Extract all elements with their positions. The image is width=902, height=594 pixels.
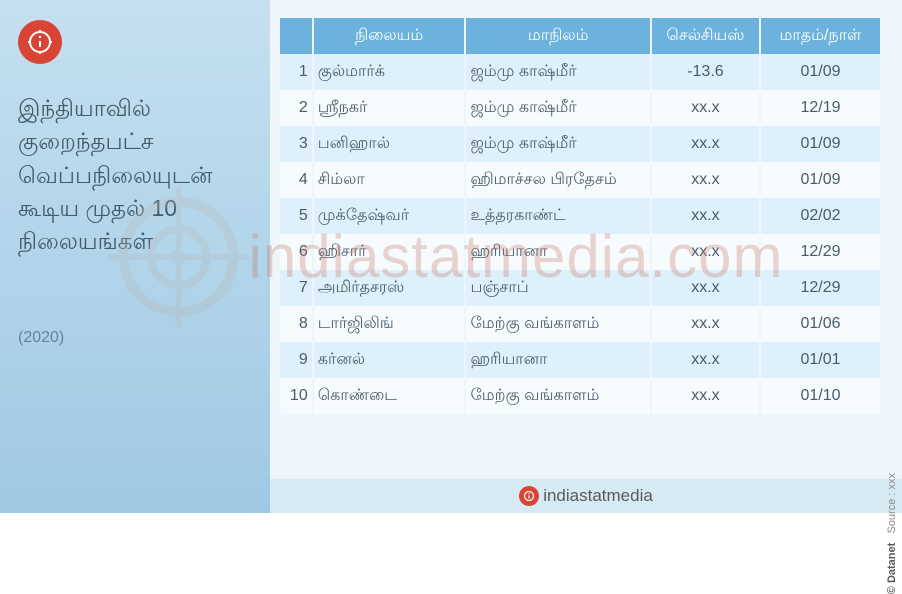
table-row: 2ஸ்ரீநகர்ஜம்மு காஷ்மீர்xx.x12/19 [280, 90, 880, 126]
col-header-date: மாதம்/நாள் [760, 18, 880, 54]
table-row: 9கர்னல்ஹரியானாxx.x01/01 [280, 342, 880, 378]
footer-logo: indiastatmedia [519, 486, 653, 506]
cell-station: சிம்லா [313, 162, 466, 198]
data-table: நிலையம் மாநிலம் செல்சியஸ் மாதம்/நாள் 1கு… [280, 18, 880, 414]
cell-num: 5 [280, 198, 313, 234]
cell-state: ஜம்மு காஷ்மீர் [465, 90, 650, 126]
table-row: 5முக்தேஷ்வர்உத்தரகாண்ட்xx.x02/02 [280, 198, 880, 234]
cell-temp: xx.x [651, 270, 760, 306]
cell-temp: xx.x [651, 234, 760, 270]
footer-info-icon [519, 486, 539, 506]
col-header-state: மாநிலம் [465, 18, 650, 54]
cell-date: 12/29 [760, 234, 880, 270]
table-row: 1குல்மார்க்ஜம்மு காஷ்மீர்-13.601/09 [280, 54, 880, 90]
cell-date: 01/09 [760, 162, 880, 198]
cell-temp: xx.x [651, 198, 760, 234]
cell-num: 8 [280, 306, 313, 342]
left-panel: இந்தியாவில் குறைந்தபட்ச வெப்பநிலையுடன் க… [0, 0, 270, 513]
cell-num: 7 [280, 270, 313, 306]
cell-state: ஹரியானா [465, 234, 650, 270]
cell-temp: xx.x [651, 306, 760, 342]
table-row: 10கொண்டைமேற்கு வங்காளம்xx.x01/10 [280, 378, 880, 414]
footer: indiastatmedia [270, 479, 902, 513]
cell-date: 01/01 [760, 342, 880, 378]
cell-num: 6 [280, 234, 313, 270]
cell-temp: xx.x [651, 126, 760, 162]
cell-date: 12/29 [760, 270, 880, 306]
cell-date: 01/10 [760, 378, 880, 414]
cell-state: உத்தரகாண்ட் [465, 198, 650, 234]
cell-state: மேற்கு வங்காளம் [465, 306, 650, 342]
cell-station: குல்மார்க் [313, 54, 466, 90]
cell-state: ஜம்மு காஷ்மீர் [465, 54, 650, 90]
cell-num: 1 [280, 54, 313, 90]
cell-station: பனிஹால் [313, 126, 466, 162]
table-row: 3பனிஹால்ஜம்மு காஷ்மீர்xx.x01/09 [280, 126, 880, 162]
title: இந்தியாவில் குறைந்தபட்ச வெப்பநிலையுடன் க… [18, 92, 252, 259]
cell-station: டார்ஜிலிங் [313, 306, 466, 342]
cell-temp: xx.x [651, 162, 760, 198]
cell-temp: xx.x [651, 90, 760, 126]
copyright: © Datanet Source : xxx [886, 473, 898, 594]
cell-temp: xx.x [651, 378, 760, 414]
cell-num: 4 [280, 162, 313, 198]
cell-state: ஹிமாச்சல பிரதேசம் [465, 162, 650, 198]
cell-num: 10 [280, 378, 313, 414]
cell-temp: -13.6 [651, 54, 760, 90]
info-icon [18, 20, 62, 64]
footer-brand-text: indiastatmedia [543, 486, 653, 506]
cell-date: 01/06 [760, 306, 880, 342]
cell-temp: xx.x [651, 342, 760, 378]
cell-station: கர்னல் [313, 342, 466, 378]
cell-date: 01/09 [760, 54, 880, 90]
cell-date: 02/02 [760, 198, 880, 234]
source-label: Source : xxx [886, 473, 898, 534]
year-label: (2020) [18, 329, 252, 347]
cell-num: 3 [280, 126, 313, 162]
col-header-num [280, 18, 313, 54]
infographic-container: இந்தியாவில் குறைந்தபட்ச வெப்பநிலையுடன் க… [0, 0, 902, 513]
cell-station: ஹிசார் [313, 234, 466, 270]
cell-station: முக்தேஷ்வர் [313, 198, 466, 234]
cell-station: கொண்டை [313, 378, 466, 414]
cell-num: 9 [280, 342, 313, 378]
copyright-owner: © Datanet [886, 543, 898, 594]
right-panel: நிலையம் மாநிலம் செல்சியஸ் மாதம்/நாள் 1கு… [270, 0, 902, 513]
col-header-temp: செல்சியஸ் [651, 18, 760, 54]
cell-date: 01/09 [760, 126, 880, 162]
table-row: 8டார்ஜிலிங்மேற்கு வங்காளம்xx.x01/06 [280, 306, 880, 342]
cell-date: 12/19 [760, 90, 880, 126]
col-header-station: நிலையம் [313, 18, 466, 54]
cell-num: 2 [280, 90, 313, 126]
table-row: 7அமிர்தசரஸ்பஞ்சாப்xx.x12/29 [280, 270, 880, 306]
table-row: 6ஹிசார்ஹரியானாxx.x12/29 [280, 234, 880, 270]
cell-station: ஸ்ரீநகர் [313, 90, 466, 126]
table-row: 4சிம்லாஹிமாச்சல பிரதேசம்xx.x01/09 [280, 162, 880, 198]
cell-state: ஹரியானா [465, 342, 650, 378]
cell-state: ஜம்மு காஷ்மீர் [465, 126, 650, 162]
cell-station: அமிர்தசரஸ் [313, 270, 466, 306]
cell-state: மேற்கு வங்காளம் [465, 378, 650, 414]
cell-state: பஞ்சாப் [465, 270, 650, 306]
